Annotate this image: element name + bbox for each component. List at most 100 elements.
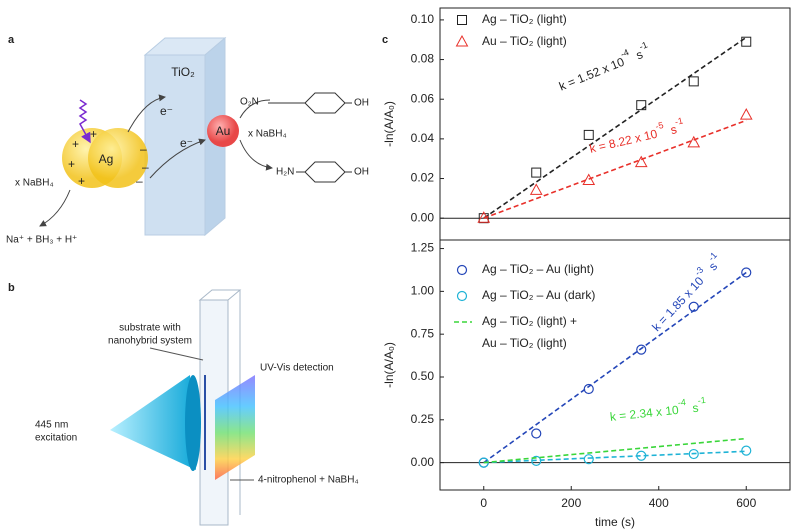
charge: + <box>68 157 75 171</box>
rate-unit: s <box>692 401 699 416</box>
y-tick-label: 0.75 <box>411 326 435 340</box>
marker <box>688 448 699 460</box>
legend-label: Ag – TiO₂ (light) <box>482 12 567 26</box>
legend-marker <box>455 34 469 47</box>
reaction-arrow <box>39 189 71 227</box>
excitation-beam <box>110 375 196 470</box>
rate-annotation: k = 1.52 x 10-4 s-1 <box>555 40 652 94</box>
electron-arrow <box>127 94 166 133</box>
y-tick-label: 0.04 <box>411 131 435 145</box>
electron-label: e⁻ <box>160 104 173 118</box>
legend-marker <box>457 15 467 25</box>
fit-line <box>483 437 747 464</box>
reaction-arrow <box>239 139 273 171</box>
ag-particle <box>88 128 148 188</box>
y-tick-label: 0.10 <box>411 12 435 26</box>
y-tick-label: 0.50 <box>411 369 435 383</box>
rate-exponent: -1 <box>638 40 649 52</box>
group: O₂N <box>240 97 259 108</box>
group: OH <box>354 98 369 109</box>
marker <box>636 344 647 355</box>
substrate-label: substrate with <box>119 323 181 334</box>
reagent: x NaBH₄ <box>15 178 54 189</box>
marker <box>634 155 648 168</box>
marker <box>688 301 699 312</box>
charge: – <box>136 174 143 188</box>
box-front <box>144 54 206 236</box>
y-tick-label: 1.00 <box>411 284 435 298</box>
reagent: x NaBH₄ <box>248 129 287 140</box>
group: H₂N <box>276 167 294 178</box>
rate-exponent: -1 <box>697 395 706 406</box>
products: Na⁺ + BH₃ + H⁺ <box>6 235 77 246</box>
y-axis-label: -ln(A/A₀) <box>382 101 396 147</box>
rate-unit: s <box>669 122 678 137</box>
fit-line <box>483 36 747 219</box>
legend-marker <box>456 264 468 276</box>
rate-value: k = 2.34 x 10 <box>609 403 679 424</box>
marker <box>687 135 701 148</box>
x-axis-label: time (s) <box>595 515 635 529</box>
rate-value: k = 8.22 x 10 <box>588 127 659 156</box>
fit-line <box>483 271 747 464</box>
fit-line <box>483 450 747 464</box>
electron-arrow <box>149 138 206 179</box>
y-tick-label: 0.00 <box>411 210 435 224</box>
marker <box>741 445 752 456</box>
ag-label: Ag <box>99 152 114 166</box>
marker <box>688 76 699 87</box>
ring <box>304 161 346 183</box>
rate-exponent: -4 <box>677 397 686 408</box>
rate-annotation: k = 2.34 x 10-4 s-1 <box>609 395 708 424</box>
au-particle <box>207 115 239 147</box>
legend-label: Au – TiO₂ (light) <box>482 336 567 350</box>
au-label: Au <box>216 124 231 138</box>
leader <box>149 347 204 361</box>
legend-label: Ag – TiO₂ (light) + <box>482 314 577 328</box>
diagram-b: b substrate with nanohybrid system UV-Vi… <box>8 282 359 526</box>
marker <box>583 129 594 140</box>
marker <box>636 450 647 461</box>
y-axis-label: -ln(A/A₀) <box>382 342 396 388</box>
charge: + <box>90 127 97 141</box>
marker <box>741 267 752 278</box>
y-tick-label: 0.06 <box>411 91 435 105</box>
panel-label: a <box>8 34 15 46</box>
rate-exponent: -1 <box>674 116 684 128</box>
detection-beam <box>215 375 255 480</box>
marker <box>583 383 594 395</box>
marker <box>531 167 542 178</box>
solution-label: 4-nitrophenol + NaBH₄ <box>258 475 359 486</box>
charge: + <box>78 174 85 188</box>
y-tick-label: 0.02 <box>411 171 435 185</box>
rate-value: k = 1.52 x 10 <box>557 55 627 94</box>
marker <box>583 454 594 465</box>
y-tick-label: 1.25 <box>411 241 435 255</box>
rate-unit: s <box>634 47 645 62</box>
marker <box>529 183 543 195</box>
charge: – <box>140 142 147 156</box>
x-tick-label: 200 <box>561 496 581 510</box>
x-tick-label: 0 <box>480 496 487 510</box>
marker <box>741 36 752 47</box>
rate-value: k = 1.85 x 10 <box>649 274 707 334</box>
y-tick-label: 0.00 <box>411 455 435 469</box>
support-label: TiO₂ <box>171 65 195 79</box>
cuvette-top <box>198 289 242 301</box>
marker <box>582 173 596 186</box>
marker <box>531 455 542 466</box>
marker <box>531 428 542 439</box>
marker <box>636 100 647 111</box>
y-tick-label: 0.25 <box>411 412 435 426</box>
light-arrow <box>78 99 91 144</box>
marker <box>739 108 753 120</box>
detection-label: UV-Vis detection <box>260 363 334 374</box>
diagram-a: a TiO₂ Ag Au e⁻ e⁻ x NaBH₄ Na⁺ + BH₃ + H… <box>6 34 369 246</box>
excitation-label: 445 nm <box>35 420 68 431</box>
reaction-arrow <box>239 99 271 119</box>
beam-face <box>185 375 201 471</box>
panel-label: b <box>8 282 15 294</box>
charge: + <box>72 137 79 151</box>
panel-label: c <box>382 34 388 46</box>
